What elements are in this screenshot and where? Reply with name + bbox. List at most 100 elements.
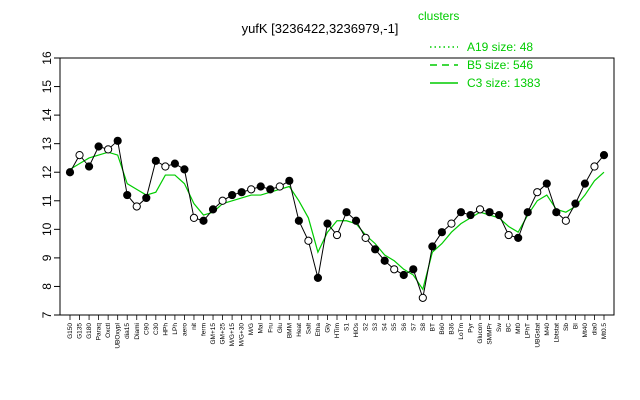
legend-label-a19: A19 size: 48 [467,40,533,54]
data-point [495,210,504,220]
x-tick-label: Salt [305,323,312,334]
x-tick-label: LPhT [525,323,532,339]
x-tick-label: G135 [77,323,84,339]
legend: clusters A19 size: 48 B5 size: 546 C3 si… [418,9,541,90]
data-point [485,208,494,217]
x-tick-label: S4 [382,323,389,331]
x-tick-label: HTim [334,323,341,338]
data-point [523,208,532,217]
y-tick-label: 8 [40,283,54,290]
x-tick-label: M/G+30 [239,323,246,347]
x-tick-label: Paraq [96,323,103,341]
x-tick-label: Diami [134,323,141,340]
x-tick-label: Pyr [468,322,475,333]
x-tick-label: UBOxypl [115,322,122,348]
data-point [475,205,485,214]
data-point [332,230,342,240]
y-tick-label: 7 [40,311,54,318]
series-layer [65,136,609,302]
x-tick-label: UBGstat [534,323,541,348]
data-point [351,216,361,225]
data-point [189,213,199,223]
x-tick-label: Fru [267,323,274,333]
x-tick-label: Etha [315,323,322,337]
x-tick-label: LoTm [458,323,465,340]
x-tick-label: Sw [496,323,503,332]
y-tick-label: 10 [40,222,54,236]
data-point [552,208,561,217]
x-tick-label: C90 [143,323,150,335]
x-tick-label: S7 [410,323,417,331]
x-tick-label: GM+15 [210,323,217,345]
data-point [208,205,218,214]
data-point [104,145,113,154]
chart-title: yufK [3236422,3236979,-1] [242,21,399,36]
x-tick-label: SMMPr [487,322,494,345]
x-tick-label: Glucon [477,323,484,344]
x-tick-label: S1 [344,323,351,331]
data-point [590,162,599,171]
x-tick-label: G180 [86,323,93,339]
x-tick-label: Gly [324,322,331,333]
data-point [113,136,122,145]
y-tick-label: 14 [40,108,54,122]
data-point [390,265,399,274]
x-tick-label: C30 [153,323,160,335]
data-point [304,236,313,245]
x-axis: G150 G135 G180 Paraq Oxctl UBOxypl dia15 Diami C… [67,315,608,349]
data-point [504,230,513,240]
x-tick-label: B60 [439,323,446,335]
data-point [161,162,170,171]
data-point [380,256,389,265]
x-tick-label: BC [506,323,513,332]
legend-label-c3: C3 size: 1383 [467,76,541,90]
data-point [199,216,208,225]
x-tick-label: BMM [286,323,293,338]
data-point [65,168,75,177]
x-tick-label: GM+25 [220,323,227,345]
data-point [371,245,380,254]
y-tick-label: 16 [40,51,54,65]
data-point [428,242,437,251]
data-point [256,182,265,191]
data-point [599,150,609,160]
x-tick-label: M40 [544,323,551,336]
x-tick-label: LPh [172,323,179,335]
y-tick-label: 12 [40,165,54,179]
x-tick-label: BT [429,323,436,331]
expression-line [69,139,605,300]
x-tick-label: Mt40 [582,323,589,338]
x-tick-label: S6 [401,323,408,331]
plot-frame [59,57,615,316]
data-point [437,228,446,237]
data-point [94,142,103,151]
data-point [361,233,370,242]
y-axis: 7 8 9 10 11 12 13 14 15 16 [40,51,60,318]
data-point [313,273,323,282]
x-tick-label: HiOs [353,322,360,337]
data-point [514,233,523,242]
x-tick-label: M/G [248,323,255,335]
x-tick-label: M/G+15 [229,323,236,347]
data-point [294,216,303,225]
x-tick-label: Heat [296,323,303,337]
x-tick-label: Mal [258,322,265,333]
x-tick-label: Oxctl [105,322,112,337]
y-tick-label: 15 [40,80,54,94]
x-tick-label: ferm [201,323,208,336]
data-point [275,182,284,191]
data-point [180,165,189,174]
y-tick-label: 13 [40,137,54,151]
data-point [151,156,160,165]
data-point [323,219,332,228]
y-tick-label: 9 [40,254,54,261]
x-tick-label: S3 [372,323,379,331]
x-tick-label: Sb [563,323,570,331]
data-point [447,219,456,228]
x-tick-label: aero [181,323,188,336]
data-point [218,196,227,205]
data-point [561,216,570,225]
data-point [466,210,475,220]
x-tick-label: G150 [67,323,74,339]
